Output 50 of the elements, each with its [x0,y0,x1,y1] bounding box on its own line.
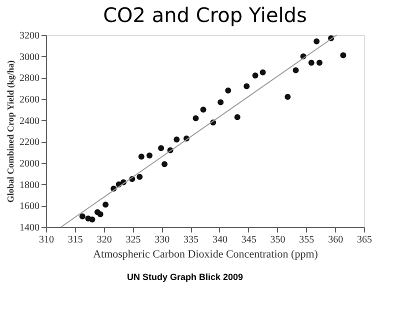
y-axis-title: Global Combined Crop Yield (kg/ha) [6,60,16,203]
point [260,69,266,76]
x-tick-label: 350 [270,234,286,246]
point [138,154,144,160]
y-tick-label: 1400 [20,222,40,234]
x-tick-label: 315 [68,234,83,246]
point [158,145,164,152]
x-tick-label: 360 [328,234,344,246]
y-tick-label: 1800 [20,180,40,191]
x-tick-label: 320 [96,234,112,246]
x-tick-label: 340 [212,234,228,246]
point [89,216,96,223]
x-tick-label: 335 [184,234,199,246]
x-tick-label: 365 [357,234,372,246]
point [284,94,291,100]
point [162,161,168,168]
point [192,115,199,122]
y-tick-label: 3000 [20,52,40,63]
point [97,211,104,218]
y-tick-label: 2000 [20,158,40,170]
point [174,136,180,143]
point [136,174,143,180]
y-tick-label: 2600 [20,94,40,106]
point [218,99,224,106]
point [252,72,258,79]
point [234,114,240,120]
point [225,87,232,94]
point [314,38,320,44]
point [292,67,299,74]
y-tick-label: 3200 [20,30,40,42]
y-tick-label: 2200 [20,137,40,148]
x-tick-label: 330 [154,234,170,246]
point [244,83,250,90]
y-tick-label: 1600 [20,201,40,212]
chart-title: CO2 and Crop Yields [103,3,307,27]
text: UN Study Graph Blick 2009 [126,272,244,282]
point [308,60,314,66]
x-axis-title: Atmospheric Carbon Dioxide Concentration (ppm) [93,248,318,260]
x-tick-label: 310 [39,234,54,246]
point [340,52,346,58]
y-tick-label: 2400 [20,116,40,127]
point [79,213,86,220]
y-tick-label: 2800 [20,73,40,84]
x-tick-label: 345 [241,234,256,246]
point [146,152,152,159]
point [316,60,322,66]
x-tick-label: 355 [299,234,314,246]
point [200,106,206,113]
point [102,202,109,208]
x-tick-label: 325 [126,234,141,246]
